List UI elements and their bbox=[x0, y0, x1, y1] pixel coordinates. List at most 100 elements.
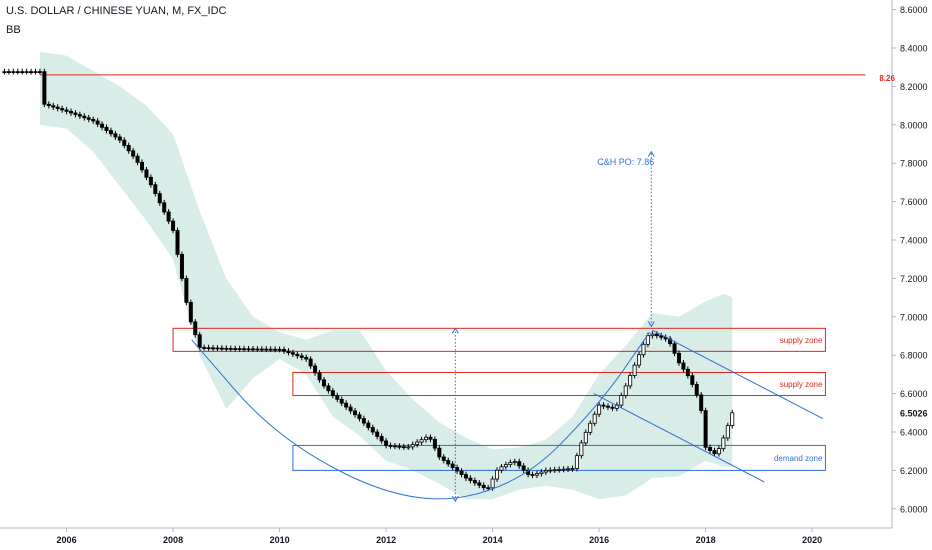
candle bbox=[699, 394, 704, 411]
candle bbox=[641, 343, 646, 356]
candle bbox=[690, 375, 695, 385]
candle bbox=[424, 436, 429, 441]
candle bbox=[659, 335, 664, 338]
candle bbox=[503, 464, 508, 468]
candle bbox=[228, 348, 233, 350]
demand-zone-label: demand zone bbox=[774, 454, 823, 463]
candle bbox=[15, 71, 20, 74]
x-tick-label: 2020 bbox=[802, 535, 822, 545]
candle bbox=[601, 404, 606, 407]
supply-zone-lower-label: supply zone bbox=[780, 380, 823, 389]
candle bbox=[144, 169, 149, 178]
candle bbox=[188, 301, 193, 323]
candle bbox=[685, 368, 690, 377]
cup-curve[interactable] bbox=[191, 331, 651, 500]
candle bbox=[370, 427, 375, 433]
y-tick-label: 7.4000 bbox=[900, 236, 928, 246]
candle bbox=[224, 347, 229, 350]
candle bbox=[282, 349, 287, 352]
candle bbox=[148, 176, 153, 186]
candle bbox=[82, 115, 87, 119]
candle bbox=[344, 402, 349, 408]
last-price-box bbox=[894, 405, 932, 420]
candle bbox=[157, 193, 162, 204]
candle bbox=[379, 436, 384, 442]
candle bbox=[392, 445, 397, 448]
candle bbox=[233, 348, 238, 350]
candle bbox=[463, 474, 468, 479]
x-tick-label: 2016 bbox=[589, 535, 609, 545]
candle bbox=[637, 354, 642, 366]
y-tick-label: 6.2000 bbox=[900, 466, 928, 476]
channel-line-upper[interactable] bbox=[652, 329, 824, 420]
y-tick-label: 6.6000 bbox=[900, 389, 928, 399]
candle bbox=[557, 469, 562, 471]
y-tick-label: 7.2000 bbox=[900, 274, 928, 284]
candle bbox=[415, 441, 420, 445]
candle bbox=[410, 444, 415, 448]
candle bbox=[95, 120, 100, 125]
y-tick-label: 6.4000 bbox=[900, 428, 928, 438]
candle bbox=[450, 463, 455, 468]
candle bbox=[175, 229, 180, 255]
candle bbox=[588, 422, 593, 433]
candle bbox=[583, 431, 588, 444]
cup-depth-arrow-head-bottom bbox=[451, 495, 459, 503]
candle bbox=[313, 365, 318, 374]
candle bbox=[339, 398, 344, 404]
candle bbox=[135, 155, 140, 163]
candle bbox=[592, 413, 597, 424]
candle bbox=[117, 136, 122, 141]
candle bbox=[51, 105, 56, 108]
candle bbox=[140, 161, 145, 171]
candle bbox=[495, 469, 500, 480]
supply-zone-lower[interactable] bbox=[292, 371, 826, 397]
y-tick-label: 6.0000 bbox=[900, 504, 928, 514]
time-axis[interactable]: 2006 2008 2010 2012 2014 2016 2018 2020 bbox=[57, 528, 823, 545]
x-tick-label: 2008 bbox=[163, 535, 183, 545]
candle bbox=[455, 467, 460, 472]
candle bbox=[406, 446, 411, 449]
candle bbox=[397, 445, 402, 448]
candle bbox=[725, 425, 730, 439]
supply-zone-upper[interactable] bbox=[172, 327, 826, 352]
candle bbox=[490, 478, 495, 489]
candle bbox=[330, 390, 335, 396]
y-tick-label: 7.8000 bbox=[900, 159, 928, 169]
candle bbox=[206, 347, 211, 350]
chart-title: U.S. DOLLAR / CHINESE YUAN, M, FX_IDC bbox=[6, 5, 227, 17]
candle bbox=[730, 412, 735, 426]
candle bbox=[419, 439, 424, 443]
candle bbox=[428, 436, 433, 440]
candle bbox=[499, 466, 504, 471]
x-tick-label: 2012 bbox=[376, 535, 396, 545]
candle bbox=[86, 117, 91, 120]
candle bbox=[113, 133, 118, 138]
candle bbox=[321, 379, 326, 387]
candle bbox=[64, 109, 69, 112]
y-tick-label: 6.8000 bbox=[900, 351, 928, 361]
candle bbox=[574, 455, 579, 469]
candle bbox=[60, 108, 65, 111]
candle bbox=[308, 358, 313, 367]
candle bbox=[202, 347, 207, 349]
candle bbox=[73, 112, 78, 115]
candle bbox=[597, 404, 602, 415]
candle bbox=[357, 414, 362, 419]
candle bbox=[108, 130, 113, 135]
candle bbox=[179, 253, 184, 279]
price-axis[interactable]: 8.6000 8.4000 8.2000 8.0000 7.8000 7.6000 7.40… bbox=[892, 5, 932, 514]
candle bbox=[46, 103, 51, 107]
candle bbox=[441, 456, 446, 461]
candle bbox=[268, 348, 273, 351]
resistance-label: 8.26 bbox=[879, 74, 895, 83]
y-tick-label: 7.0000 bbox=[900, 312, 928, 322]
candle bbox=[11, 71, 16, 74]
candle bbox=[654, 333, 659, 337]
candle bbox=[548, 469, 553, 472]
candle bbox=[77, 114, 82, 117]
channel-line-lower[interactable] bbox=[593, 393, 765, 483]
chart-frame bbox=[0, 0, 893, 529]
candle bbox=[401, 446, 406, 449]
